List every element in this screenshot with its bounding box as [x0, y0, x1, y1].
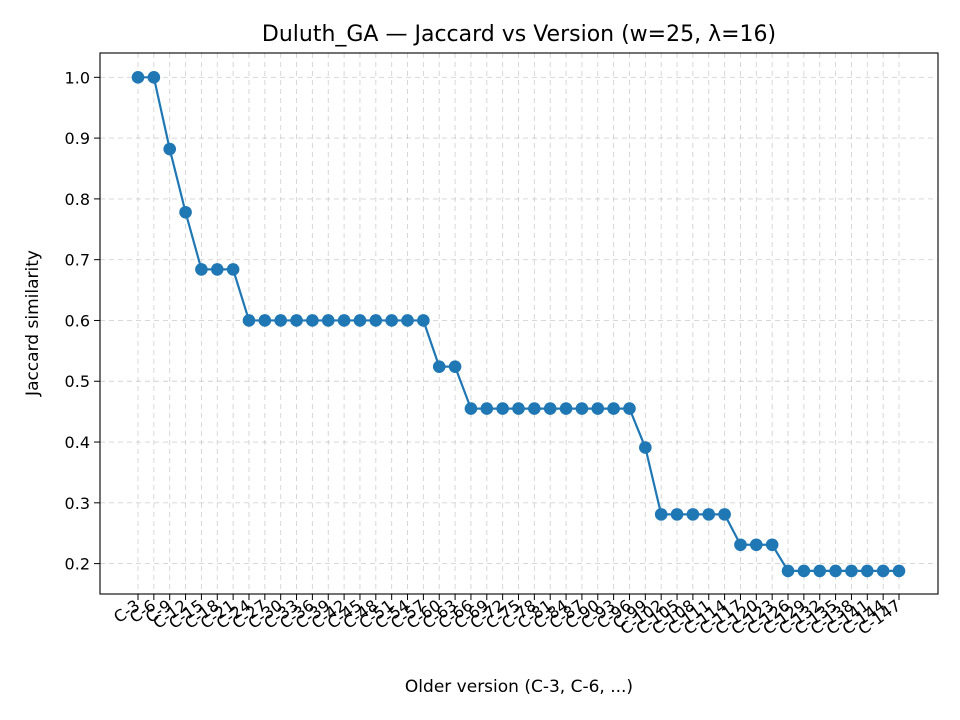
- plot-frame: [99, 52, 939, 595]
- data-point: [385, 314, 398, 327]
- data-point: [797, 564, 811, 578]
- data-point: [258, 314, 272, 327]
- data-point: [290, 314, 303, 327]
- data-point: [480, 402, 494, 415]
- y-tick-label: 0.4: [65, 433, 90, 452]
- data-point: [512, 402, 525, 415]
- data-point: [813, 564, 827, 578]
- series-jaccard: [131, 71, 906, 578]
- data-point: [876, 564, 890, 578]
- axes: [99, 52, 939, 595]
- data-point: [432, 360, 446, 373]
- data-point: [274, 314, 287, 327]
- data-point: [654, 508, 668, 521]
- data-point: [750, 538, 763, 552]
- data-point: [195, 263, 208, 276]
- data-point: [702, 508, 716, 521]
- data-point: [306, 314, 319, 327]
- y-tick-label: 0.8: [65, 190, 90, 209]
- data-point: [559, 402, 573, 415]
- data-point: [242, 314, 256, 327]
- data-point: [210, 263, 224, 276]
- data-point: [353, 314, 367, 327]
- data-point: [163, 142, 177, 156]
- data-point: [401, 314, 414, 327]
- data-point: [575, 402, 589, 415]
- data-point: [464, 402, 478, 415]
- series-points: [131, 71, 906, 578]
- y-tick-label: 0.9: [65, 129, 90, 148]
- data-point: [179, 205, 192, 219]
- data-point: [781, 564, 795, 578]
- y-tick-label: 0.3: [65, 494, 90, 513]
- data-point: [321, 314, 335, 327]
- y-axis-ticks: 0.2 0.3 0.4 0.5 0.6 0.7 0.8 0.9 1.0: [65, 68, 100, 574]
- y-axis-label: Jaccard similarity: [23, 250, 43, 397]
- x-axis-ticks: C-3C-6C-9C-12C-15C-18C-21C-24C-27C-30C-3…: [110, 594, 904, 639]
- y-tick-label: 0.6: [65, 311, 90, 330]
- data-point: [448, 360, 462, 373]
- chart-title: Duluth_GA — Jaccard vs Version (w=25, λ=…: [262, 22, 776, 47]
- y-tick-label: 1.0: [65, 68, 90, 87]
- data-point: [718, 508, 731, 521]
- data-point: [686, 508, 700, 521]
- data-point: [829, 564, 842, 578]
- grid: [100, 53, 938, 594]
- data-point: [670, 508, 684, 521]
- data-point: [543, 402, 557, 415]
- data-point: [369, 314, 383, 327]
- data-point: [892, 564, 906, 578]
- y-tick-label: 0.5: [65, 372, 90, 391]
- data-point: [639, 441, 652, 454]
- data-point: [131, 71, 145, 84]
- data-point: [147, 71, 161, 84]
- x-axis-label: Older version (C-3, C-6, ...): [405, 677, 633, 697]
- data-point: [765, 538, 779, 552]
- data-point: [528, 402, 541, 415]
- data-point: [417, 314, 430, 327]
- data-point: [845, 564, 858, 578]
- y-tick-label: 0.7: [65, 251, 90, 270]
- data-point: [860, 564, 874, 578]
- data-point: [226, 263, 240, 276]
- data-point: [607, 402, 620, 415]
- data-point: [623, 402, 636, 415]
- data-point: [496, 402, 509, 415]
- y-tick-label: 0.2: [65, 555, 90, 574]
- data-point: [337, 314, 351, 327]
- data-point: [734, 538, 747, 552]
- data-point: [591, 402, 605, 415]
